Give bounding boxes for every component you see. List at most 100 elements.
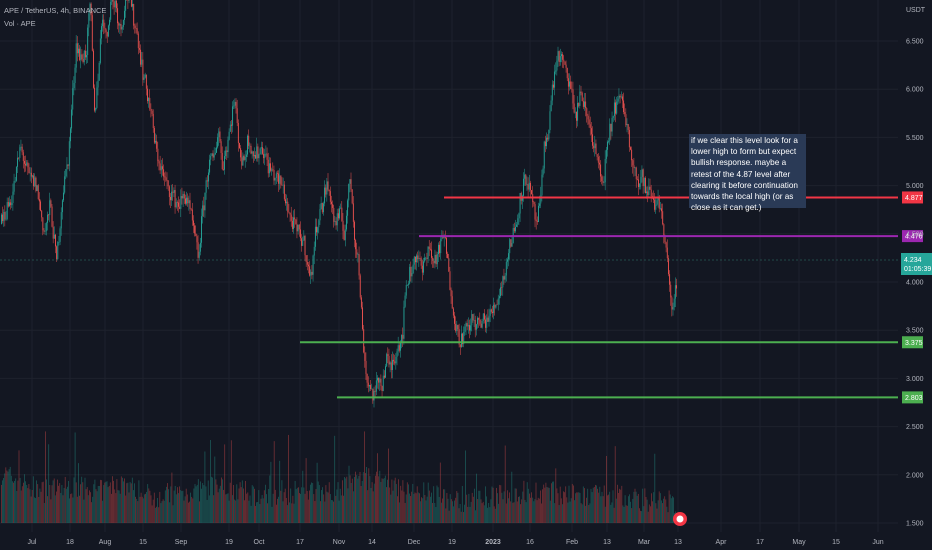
candle-body <box>149 97 151 109</box>
volume-bar <box>668 490 670 523</box>
candle-body <box>75 43 77 68</box>
volume-bar <box>298 487 299 523</box>
level-price-tag <box>902 391 923 404</box>
volume-bar <box>34 497 35 523</box>
volume-bar <box>354 476 355 523</box>
volume-bar <box>586 497 587 523</box>
volume-bar <box>656 508 658 523</box>
candle-body <box>452 308 454 316</box>
volume-bar <box>624 495 626 523</box>
candle-body <box>672 307 674 310</box>
candle-body <box>189 200 191 209</box>
candle-body <box>249 145 251 147</box>
volume-bar <box>112 476 113 523</box>
volume-bar <box>388 448 389 523</box>
volume-bar <box>307 499 309 523</box>
volume-bar <box>189 501 190 523</box>
candle-body <box>255 155 257 159</box>
volume-bar <box>1 484 2 523</box>
volume-bar <box>380 481 382 523</box>
volume-bar <box>591 492 593 523</box>
candle-body <box>390 362 392 371</box>
volume-bar <box>261 495 263 523</box>
volume-bar <box>268 488 270 523</box>
volume-bar <box>226 493 228 523</box>
candle-body <box>386 354 388 367</box>
volume-bar <box>126 483 128 523</box>
volume-bar <box>205 486 207 523</box>
candle-body <box>227 139 229 153</box>
volume-bar <box>481 503 483 523</box>
candle-body <box>291 220 293 229</box>
candle-body <box>270 163 271 171</box>
candle-body <box>110 1 112 20</box>
symbol-legend[interactable]: APE / TetherUS, 4h, BINANCE <box>4 6 107 15</box>
volume-bar <box>246 493 248 523</box>
candle-body <box>371 388 373 390</box>
candle-body <box>464 326 466 332</box>
volume-bar <box>428 490 430 523</box>
candle-body <box>122 19 124 27</box>
volume-bar <box>29 489 31 523</box>
candle-body <box>543 141 545 169</box>
candle-body <box>145 74 147 89</box>
candle-body <box>641 169 643 177</box>
y-tick-label: 6.500 <box>906 39 924 46</box>
time-axis[interactable]: Jul 18 Aug 15 Sep 19 Oct 17 Nov 14 Dec 19 2023 16 Feb 1… <box>28 539 884 546</box>
volume-bar <box>381 478 383 523</box>
volume-bar <box>500 485 502 523</box>
candle-body <box>435 254 437 265</box>
candle-body <box>394 361 396 364</box>
candle-body <box>505 261 507 276</box>
candle-body <box>610 123 612 132</box>
volume-bar <box>613 507 615 523</box>
volume-bar <box>350 482 352 523</box>
candle-body <box>168 186 170 197</box>
volume-bar <box>621 485 623 523</box>
volume-bar <box>437 487 439 523</box>
candle-body <box>164 176 166 178</box>
candle-body <box>417 255 419 260</box>
candle-body <box>431 249 432 258</box>
candle-body <box>429 248 431 250</box>
volume-bar <box>114 489 116 523</box>
volume-bar <box>208 495 210 523</box>
x-tick-label: 13 <box>674 539 682 546</box>
volume-bar <box>449 494 451 523</box>
candle-body <box>155 140 156 143</box>
candle-body <box>94 87 96 111</box>
volume-bar <box>69 498 70 523</box>
candle-body <box>308 264 309 267</box>
volume-legend[interactable]: Vol · APE <box>4 19 36 28</box>
candle-body <box>462 333 464 345</box>
volume-bar <box>124 478 125 523</box>
volume-bar <box>106 481 108 523</box>
candle-body <box>5 218 7 220</box>
volume-bar <box>619 488 620 523</box>
candle-body <box>501 287 503 288</box>
annotation-note[interactable]: if we clear this level look for a lower … <box>689 134 806 212</box>
candle-body <box>333 207 335 222</box>
candle-body <box>186 197 188 204</box>
candle-body <box>247 135 248 155</box>
candle-body <box>542 168 544 175</box>
candle-body <box>609 123 611 142</box>
candle-body <box>95 107 97 111</box>
candle-body <box>190 208 192 210</box>
candle-body <box>243 155 245 160</box>
candle-body <box>300 229 301 239</box>
horizontal-levels[interactable]: 4.877 4.476 3.375 2.803 <box>300 191 923 404</box>
volume-bar <box>409 493 410 523</box>
volume-bar <box>290 488 292 523</box>
volume-bar <box>101 480 102 523</box>
candle-body <box>139 48 140 50</box>
candle-body <box>617 98 619 102</box>
volume-bar <box>181 491 183 523</box>
volume-bar <box>281 480 283 523</box>
candle-body <box>340 207 342 209</box>
volume-bar <box>432 502 433 523</box>
candle-body <box>656 200 658 205</box>
volume-bar <box>359 471 361 523</box>
price-axis[interactable]: 6.500 6.000 5.500 5.000 4.500 4.000 3.500 3.000… <box>906 39 924 528</box>
